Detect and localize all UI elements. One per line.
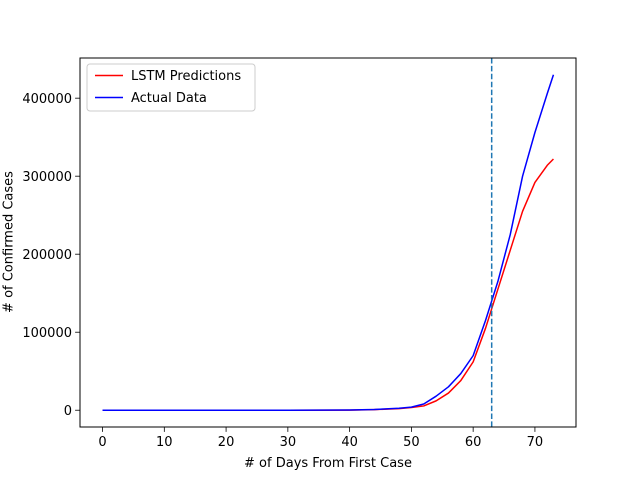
- legend-box: [86, 63, 256, 112]
- y-tick-label: 100000: [22, 326, 72, 341]
- x-tick-label: 30: [280, 435, 297, 450]
- x-tick-label: 20: [218, 435, 235, 450]
- plot-frame: [79, 57, 577, 428]
- y-tick-label: 300000: [22, 170, 72, 185]
- series-line-1: [102, 74, 555, 411]
- plot-layer: [102, 58, 555, 427]
- ticks-layer: 0 10 20 30 40 50 60 70 0 100000 200000 300000 400000: [22, 92, 543, 450]
- legend-label-actual-data: Actual Data: [131, 91, 207, 106]
- legend: LSTM Predictions Actual Data: [86, 63, 256, 112]
- x-tick-label: 10: [156, 435, 173, 450]
- legend-label-lstm-predictions: LSTM Predictions: [131, 69, 241, 84]
- x-tick-label: 50: [403, 435, 420, 450]
- y-tick-label: 0: [64, 404, 72, 419]
- y-tick-label: 200000: [22, 248, 72, 263]
- x-tick-label: 70: [527, 435, 544, 450]
- x-axis-label: # of Days From First Case: [244, 456, 412, 471]
- x-tick-label: 40: [341, 435, 358, 450]
- x-tick-label: 60: [465, 435, 482, 450]
- y-axis-label: # of Confirmed Cases: [2, 171, 17, 313]
- x-tick-label: 0: [98, 435, 106, 450]
- y-tick-label: 400000: [22, 92, 72, 107]
